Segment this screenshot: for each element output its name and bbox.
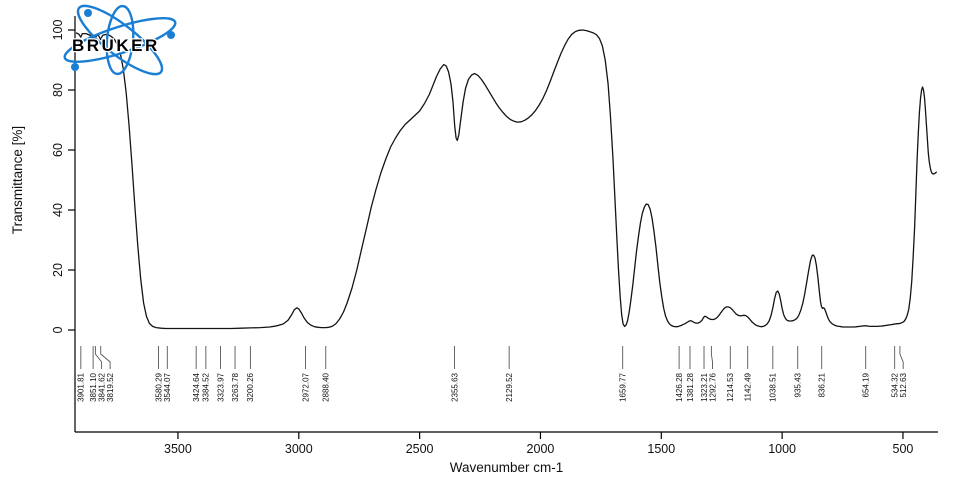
peak-leader-line [100,346,111,369]
x-tick-label: 3500 [164,442,192,456]
peak-label: 1292.76 [708,372,717,401]
peak-label: 1659.77 [618,372,627,401]
peak-label: 534.32 [890,372,899,397]
peak-label: 1038.51 [769,372,778,401]
peak-label: 3841.62 [97,372,106,401]
peak-label: 2888.40 [322,372,331,401]
atom-orbit-icon [105,4,135,76]
peak-label: 3544.07 [163,372,172,401]
peak-label: 3424.64 [192,372,201,401]
peak-label: 3851.10 [89,372,98,401]
peak-label: 3384.52 [202,372,211,401]
peak-leader-line [899,346,904,369]
peak-label: 1142.49 [743,372,752,401]
peak-label: 654.19 [861,372,870,397]
bruker-atom-logo-icon: BRUKER [63,4,177,76]
peak-leader-line [710,346,713,369]
y-tick-label: 20 [51,263,65,277]
peak-label: 3263.78 [231,372,240,401]
y-tick-label: 0 [51,326,65,333]
peak-label: 3819.52 [106,372,115,401]
atom-orbit-icon [63,17,177,63]
y-axis-title: Transmittance [%] [10,126,25,234]
x-tick-label: 1000 [768,442,796,456]
peak-label: 2972.07 [301,372,310,401]
peak-label: 1323.21 [700,372,709,401]
atom-electron-dot-icon [84,9,92,17]
peak-label: 3901.81 [77,372,86,401]
spectrum-trace [75,29,937,330]
y-tick-label: 100 [51,20,65,41]
peak-label: 836.21 [818,372,827,397]
peak-label: 2129.52 [505,372,514,401]
peak-label: 935.43 [794,372,803,397]
peak-label: 512.63 [899,372,908,397]
x-tick-label: 2500 [406,442,434,456]
atom-electron-dot-icon [167,31,175,39]
y-tick-label: 40 [51,203,65,217]
atom-orbit-icon [76,4,164,76]
peak-leader-line [94,346,103,369]
peak-label: 1214.53 [726,372,735,401]
atom-electron-dot-icon [71,63,79,71]
x-tick-label: 1500 [647,442,675,456]
peak-label: 2355.63 [450,372,459,401]
x-axis-title: Wavenumber cm-1 [450,460,564,475]
x-tick-label: 500 [893,442,914,456]
peak-label: 1381.28 [686,372,695,401]
x-tick-label: 3000 [285,442,313,456]
peak-label: 3323.97 [216,372,225,401]
peak-label: 3200.26 [246,372,255,401]
y-tick-label: 80 [51,83,65,97]
bruker-logo: BRUKER [58,4,186,85]
x-tick-label: 2000 [527,442,555,456]
bruker-logo-text: BRUKER [72,36,160,55]
peak-label: 3580.29 [154,372,163,401]
peak-label: 1426.28 [675,372,684,401]
y-tick-label: 60 [51,143,65,157]
